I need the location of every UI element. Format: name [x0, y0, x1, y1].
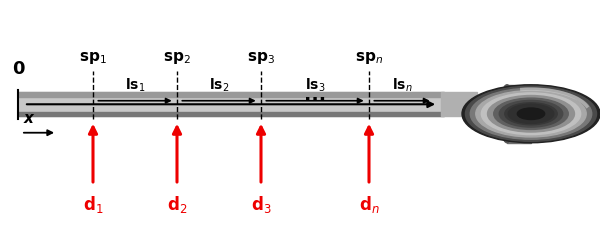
Ellipse shape [499, 100, 563, 127]
Ellipse shape [517, 108, 545, 119]
Ellipse shape [505, 103, 557, 125]
Ellipse shape [481, 93, 581, 135]
Ellipse shape [466, 86, 596, 141]
Ellipse shape [508, 104, 554, 123]
Bar [441, 92, 477, 116]
Text: sp$_3$: sp$_3$ [247, 50, 275, 66]
Text: d$_2$: d$_2$ [167, 194, 187, 215]
Text: ls$_2$: ls$_2$ [209, 76, 229, 94]
Ellipse shape [510, 105, 552, 123]
Text: ls$_n$: ls$_n$ [392, 76, 412, 94]
Text: d$_n$: d$_n$ [359, 194, 379, 215]
Ellipse shape [488, 96, 574, 132]
Bar [18, 92, 444, 97]
Ellipse shape [499, 85, 515, 143]
Bar [507, 85, 531, 143]
Ellipse shape [494, 98, 568, 129]
Bar [18, 112, 444, 116]
Text: d$_3$: d$_3$ [251, 194, 271, 215]
Text: 0: 0 [12, 60, 24, 78]
Ellipse shape [462, 85, 600, 143]
Text: x: x [24, 111, 34, 126]
Text: ls$_1$: ls$_1$ [125, 76, 145, 94]
Text: sp$_2$: sp$_2$ [163, 50, 191, 66]
Ellipse shape [476, 91, 586, 137]
Text: ···: ··· [304, 91, 326, 110]
Ellipse shape [516, 107, 546, 120]
Text: sp$_1$: sp$_1$ [79, 50, 107, 66]
Text: ls$_3$: ls$_3$ [305, 76, 325, 94]
Bar [18, 92, 444, 116]
Ellipse shape [470, 88, 592, 139]
Text: d$_1$: d$_1$ [83, 194, 103, 215]
Text: sp$_n$: sp$_n$ [355, 50, 383, 66]
